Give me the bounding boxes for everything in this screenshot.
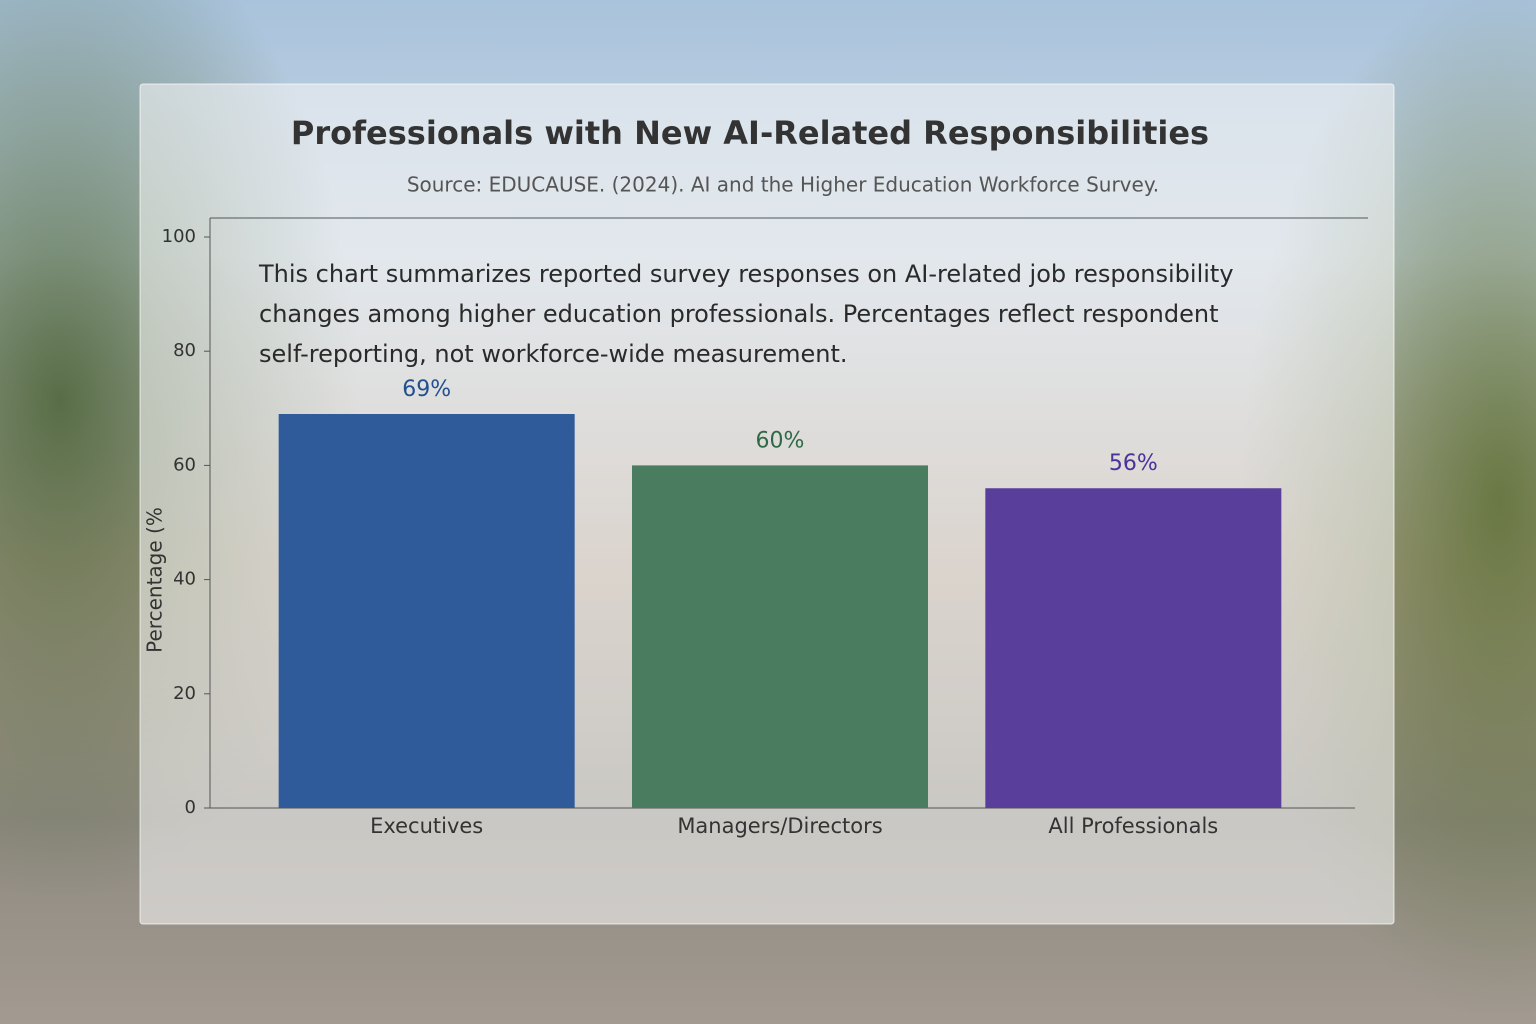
y-tick-label: 60 bbox=[173, 454, 196, 475]
chart-title: Professionals with New AI-Related Respon… bbox=[291, 114, 1209, 152]
y-tick-label: 20 bbox=[173, 683, 196, 704]
y-tick-label: 40 bbox=[173, 569, 196, 590]
chart-subtitle: Source: EDUCAUSE. (2024). AI and the Hig… bbox=[407, 173, 1159, 197]
annotation: This chart summarizes reported survey re… bbox=[259, 260, 1234, 368]
x-tick-label: All Professionals bbox=[1048, 814, 1218, 838]
bar bbox=[278, 414, 575, 808]
value-label: 56% bbox=[1109, 451, 1158, 476]
bar bbox=[632, 465, 928, 808]
y-tick-label: 0 bbox=[185, 797, 196, 818]
y-tick-label: 100 bbox=[162, 226, 196, 247]
x-tick-label: Managers/Directors bbox=[677, 814, 882, 838]
y-axis-label: Percentage (% bbox=[143, 507, 167, 653]
value-label: 69% bbox=[402, 377, 451, 402]
bar bbox=[985, 488, 1282, 808]
x-tick-label: Executives bbox=[370, 814, 483, 838]
y-tick-label: 80 bbox=[173, 340, 196, 361]
value-label: 60% bbox=[756, 428, 805, 453]
